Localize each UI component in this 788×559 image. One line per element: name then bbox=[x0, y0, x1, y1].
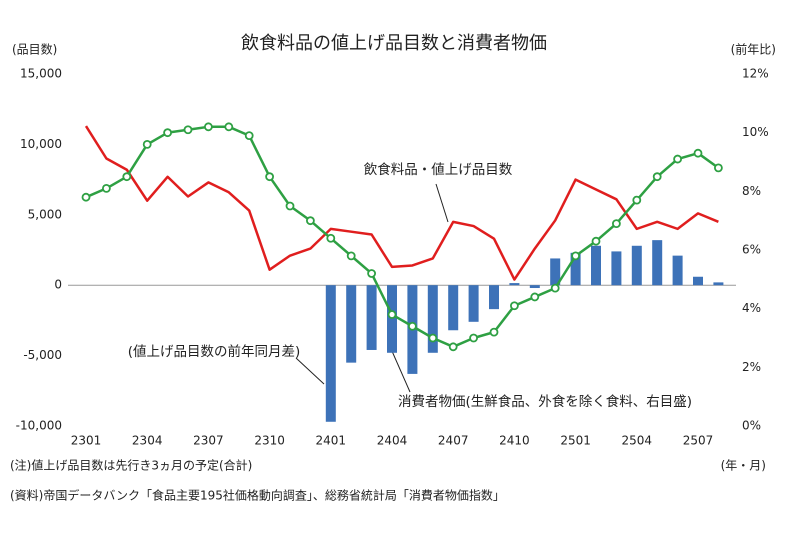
y2-tick-label: 2% bbox=[742, 360, 761, 374]
x-tick-label: 2304 bbox=[132, 434, 163, 448]
chart-title: 飲食料品の値上げ品目数と消費者物価 bbox=[241, 33, 547, 54]
marker bbox=[632, 195, 642, 205]
bar bbox=[325, 285, 336, 422]
marker bbox=[346, 251, 356, 261]
marker bbox=[612, 219, 621, 229]
x-tick-label: 2410 bbox=[499, 434, 530, 448]
x-tick-label: 2507 bbox=[683, 434, 714, 448]
marker bbox=[142, 139, 152, 149]
y-tick-label: -10,000 bbox=[16, 419, 62, 433]
y-tick-label: 5,000 bbox=[28, 207, 62, 221]
x-tick-label: 2504 bbox=[622, 434, 653, 448]
bar bbox=[346, 285, 357, 363]
bar bbox=[468, 285, 479, 322]
bar bbox=[713, 282, 724, 286]
bar bbox=[489, 285, 499, 310]
marker bbox=[326, 233, 336, 243]
marker bbox=[285, 201, 295, 211]
bar bbox=[672, 255, 683, 286]
line bbox=[85, 125, 720, 349]
bar bbox=[631, 245, 642, 286]
x-tick-label: 2404 bbox=[377, 434, 408, 448]
x-tick-label: 2401 bbox=[316, 434, 347, 448]
marker bbox=[102, 183, 111, 193]
series-label: 消費者物価(生鮮食品、外食を除く食料、右目盛) bbox=[398, 393, 692, 410]
marker bbox=[265, 172, 275, 182]
bar bbox=[550, 258, 561, 286]
y-axis-label: (品目数) bbox=[12, 42, 57, 57]
bar bbox=[693, 276, 703, 286]
bar bbox=[529, 285, 540, 289]
bar bbox=[570, 252, 581, 286]
marker bbox=[163, 128, 173, 138]
x-tick-label: 2407 bbox=[438, 434, 469, 448]
y2-tick-label: 6% bbox=[742, 243, 761, 257]
marker bbox=[428, 333, 438, 343]
leader-line bbox=[435, 183, 449, 223]
bar bbox=[366, 285, 377, 350]
marker bbox=[81, 192, 91, 202]
y2-axis-label: (前年比) bbox=[731, 42, 776, 57]
bar bbox=[652, 240, 663, 286]
marker bbox=[305, 216, 315, 226]
marker bbox=[407, 321, 417, 331]
bar bbox=[509, 283, 520, 286]
series-label: 飲食料品・値上げ品目数 bbox=[364, 161, 513, 178]
marker bbox=[652, 172, 662, 182]
marker bbox=[530, 292, 540, 302]
bar bbox=[448, 285, 459, 331]
marker bbox=[244, 131, 254, 141]
note: (資料)帝国データバンク「食品主要195社価格動向調査」、総務省統計局「消費者物… bbox=[10, 488, 505, 503]
marker bbox=[510, 301, 519, 311]
bar bbox=[611, 251, 622, 286]
marker bbox=[122, 172, 132, 182]
y-tick-label: 15,000 bbox=[20, 67, 62, 81]
y2-tick-label: 10% bbox=[742, 125, 769, 139]
marker bbox=[469, 333, 479, 343]
marker bbox=[489, 327, 499, 337]
y2-tick-label: 12% bbox=[742, 67, 769, 81]
bar bbox=[591, 245, 601, 286]
marker bbox=[673, 154, 682, 164]
marker bbox=[367, 269, 377, 278]
y2-tick-label: 8% bbox=[742, 184, 761, 198]
y-tick-label: 0 bbox=[54, 278, 62, 292]
y-tick-label: -5,000 bbox=[23, 348, 62, 362]
bar bbox=[427, 285, 438, 353]
leader-line bbox=[295, 357, 325, 385]
marker bbox=[183, 125, 193, 135]
marker bbox=[387, 310, 397, 319]
marker bbox=[448, 342, 458, 352]
x-tick-label: 2501 bbox=[560, 434, 591, 448]
y-tick-label: 10,000 bbox=[20, 137, 62, 151]
line bbox=[84, 125, 719, 281]
marker bbox=[203, 122, 213, 132]
x-tick-label: 2307 bbox=[193, 434, 224, 448]
marker bbox=[591, 236, 601, 246]
marker bbox=[571, 251, 580, 261]
marker bbox=[224, 122, 234, 132]
x-tick-label: 2301 bbox=[71, 434, 102, 448]
y2-tick-label: 0% bbox=[742, 419, 761, 433]
x-tick-label: 2310 bbox=[254, 434, 285, 448]
series-label: (値上げ品目数の前年同月差) bbox=[128, 343, 301, 360]
bar bbox=[387, 285, 397, 353]
marker bbox=[714, 163, 723, 173]
marker bbox=[550, 283, 560, 293]
y2-tick-label: 4% bbox=[742, 301, 761, 315]
x-axis-label: (年・月) bbox=[721, 459, 766, 473]
marker bbox=[693, 148, 703, 158]
note: (注)値上げ品目数は先行き3ヵ月の予定(合計) bbox=[10, 458, 252, 473]
